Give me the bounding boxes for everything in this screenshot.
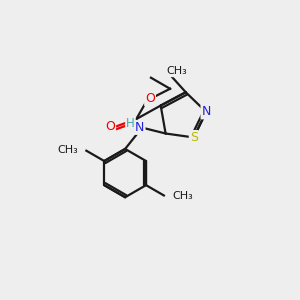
Text: CH₃: CH₃ bbox=[57, 145, 78, 155]
Text: H: H bbox=[126, 117, 135, 130]
Text: O: O bbox=[105, 120, 115, 133]
Text: CH₃: CH₃ bbox=[167, 66, 188, 76]
Text: S: S bbox=[190, 131, 198, 144]
Text: N: N bbox=[135, 121, 145, 134]
Text: O: O bbox=[145, 92, 155, 105]
Text: N: N bbox=[202, 105, 211, 119]
Text: CH₃: CH₃ bbox=[172, 191, 193, 201]
